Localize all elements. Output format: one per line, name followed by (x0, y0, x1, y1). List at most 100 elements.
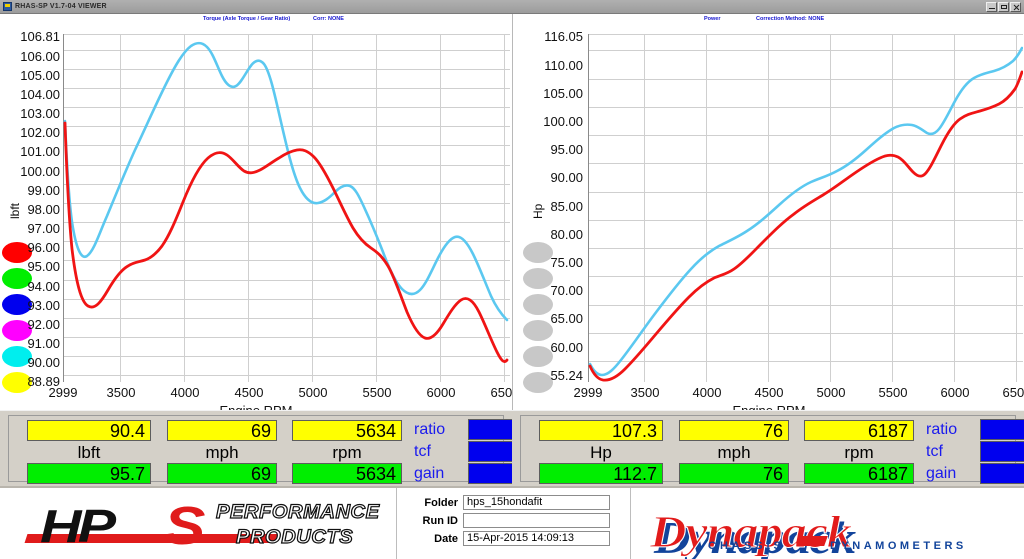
param-value-gain[interactable]: 5.4 (980, 463, 1024, 484)
readout-peak-rpm[interactable]: 5634 (292, 420, 402, 441)
power-correction-label: Correction Method: NONE (756, 16, 825, 22)
readout-cur-rpm[interactable]: 5634 (292, 463, 402, 484)
legend-dot-yellow[interactable] (2, 372, 32, 393)
y-tick: 91.00 (27, 336, 60, 351)
readout-peak-rpm[interactable]: 6187 (804, 420, 914, 441)
y-tick: 102.00 (20, 125, 60, 140)
torque-header-label: Torque (Axle Torque / Gear Ratio) (203, 16, 291, 22)
y-tick: 95.00 (27, 259, 60, 274)
y-tick: 93.00 (27, 298, 60, 313)
readout-unit-hp: Hp (590, 443, 612, 462)
legend-dot-4[interactable] (523, 320, 553, 341)
runid-label: Run ID (422, 514, 458, 527)
legend-dot-cyan[interactable] (2, 346, 32, 367)
torque-readout-frame: 90.4 69 5634 lbft mph rpm 95.7 69 5634 r… (8, 415, 568, 484)
legend-dot-2[interactable] (523, 268, 553, 289)
x-tick: 4500 (754, 385, 784, 400)
hps-logo-line1: PERFORMANCE (215, 501, 380, 523)
window-title: RHAS-SP V1.7-04 VIEWER (15, 3, 107, 10)
torque-legend[interactable] (2, 242, 32, 398)
torque-series-red (63, 121, 509, 363)
x-tick: 5000 (816, 385, 846, 400)
maximize-button[interactable] (998, 1, 1009, 12)
param-label-gain: gain (414, 465, 445, 482)
readout-unit-mph: mph (205, 443, 239, 462)
legend-dot-5[interactable] (523, 346, 553, 367)
y-tick: 95.00 (550, 142, 583, 157)
legend-dot-red[interactable] (2, 242, 32, 263)
readout-peak-hp[interactable]: 107.3 (539, 420, 663, 441)
folder-input[interactable]: hps_15hondafit (463, 495, 610, 510)
minimize-button[interactable] (986, 1, 997, 12)
y-tick: 106.00 (20, 49, 60, 64)
torque-chart-header: Torque (Axle Torque / Gear Ratio) Corr: … (0, 14, 512, 26)
legend-dot-magenta[interactable] (2, 320, 32, 341)
param-value-ratio[interactable]: 5.710 (980, 419, 1024, 440)
y-tick: 98.00 (27, 202, 60, 217)
folder-row: Folder hps_15hondafit (405, 495, 610, 510)
readout-cur-rpm[interactable]: 6187 (804, 463, 914, 484)
torque-chart-panel[interactable]: Torque (Axle Torque / Gear Ratio) Corr: … (0, 14, 519, 418)
param-value-tcf[interactable]: 1.00 (980, 441, 1024, 462)
legend-dot-3[interactable] (523, 294, 553, 315)
param-label-tcf: tcf (414, 443, 431, 460)
readout-peak-mph[interactable]: 69 (167, 420, 277, 441)
power-plot-area[interactable] (588, 34, 1023, 382)
readout-unit-rpm: rpm (844, 443, 874, 462)
torque-series-cyan (63, 41, 509, 322)
window-controls (986, 1, 1021, 12)
x-tick: 4000 (692, 385, 722, 400)
charts-stage: RHAS_SP_V1.7-04 VIEWER Torque (Axle Torq… (0, 14, 1024, 418)
torque-correction-label: Corr: NONE (313, 16, 344, 22)
legend-dot-blue[interactable] (2, 294, 32, 315)
power-legend[interactable] (523, 242, 553, 398)
power-chart-panel[interactable]: Power Correction Method: NONE Hp 116.05 … (512, 14, 1024, 418)
runid-row: Run ID (405, 513, 610, 528)
x-tick: 6000 (426, 385, 456, 400)
x-tick: 5500 (878, 385, 908, 400)
y-tick: 94.00 (27, 279, 60, 294)
runid-input[interactable] (463, 513, 610, 528)
footer-bar: HP S PERFORMANCE PRODUCTS Folder hps_15h… (0, 486, 1024, 559)
legend-dot-1[interactable] (523, 242, 553, 263)
footer-divider-right (630, 488, 631, 559)
x-tick: 5000 (298, 385, 328, 400)
y-tick: 55.24 (550, 368, 583, 383)
y-tick: 106.81 (20, 29, 60, 44)
readout-unit-rpm: rpm (332, 443, 362, 462)
footer-divider-left (396, 488, 397, 559)
legend-dot-green[interactable] (2, 268, 32, 289)
power-chart-header: Power Correction Method: NONE (513, 14, 1024, 26)
y-tick: 100.00 (543, 114, 583, 129)
power-header-label: Power (704, 16, 721, 22)
x-tick: 6000 (940, 385, 970, 400)
power-series-cyan (588, 46, 1023, 377)
y-tick: 110.00 (544, 58, 583, 73)
torque-readout-panel: 90.4 69 5634 lbft mph rpm 95.7 69 5634 r… (0, 410, 568, 486)
legend-dot-6[interactable] (523, 372, 553, 393)
date-input[interactable]: 15-Apr-2015 14:09:13 (463, 531, 610, 546)
readout-cur-mph[interactable]: 76 (679, 463, 789, 484)
y-tick: 70.00 (550, 283, 583, 298)
param-label-gain: gain (926, 465, 957, 482)
close-button[interactable] (1010, 1, 1021, 12)
y-tick: 90.00 (550, 170, 583, 185)
y-tick: 65.00 (550, 311, 583, 326)
dynapack-logo: Dynapack Dynapack CHASSIS DYNAMOMETERS (648, 496, 1008, 559)
param-label-ratio: ratio (414, 421, 446, 438)
readout-peak-mph[interactable]: 76 (679, 420, 789, 441)
folder-label: Folder (424, 496, 458, 509)
x-tick: 5500 (362, 385, 392, 400)
readout-cur-mph[interactable]: 69 (167, 463, 277, 484)
readout-peak-lbft[interactable]: 90.4 (27, 420, 151, 441)
run-info-form: Folder hps_15hondafit Run ID Date 15-Apr… (405, 495, 610, 549)
readout-cur-hp[interactable]: 112.7 (539, 463, 663, 484)
torque-plot-area[interactable] (63, 34, 510, 382)
y-tick: 103.00 (20, 106, 60, 121)
y-tick: 105.00 (543, 86, 583, 101)
readout-cur-lbft[interactable]: 95.7 (27, 463, 151, 484)
y-tick: 97.00 (27, 221, 60, 236)
date-row: Date 15-Apr-2015 14:09:13 (405, 531, 610, 546)
param-label-tcf: tcf (926, 443, 943, 460)
hps-logo-hp: HP (40, 500, 116, 552)
